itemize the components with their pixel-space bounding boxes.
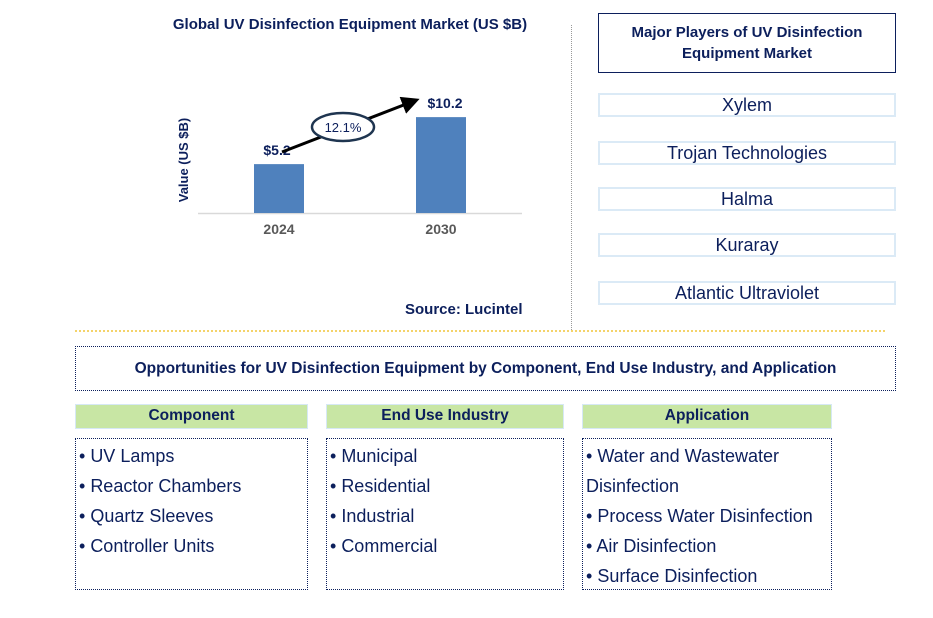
- component-header: Component: [75, 404, 308, 429]
- x-tick-label: 2024: [263, 221, 294, 237]
- list-item: • Commercial: [330, 536, 438, 556]
- cagr-ellipse: [310, 111, 376, 143]
- horizontal-divider: [75, 330, 885, 332]
- list-item: • Residential: [330, 476, 431, 496]
- source-label: Source: Lucintel: [405, 301, 523, 318]
- player-item: Xylem: [598, 93, 896, 117]
- data-label: $5.2: [263, 142, 290, 158]
- x-tick-label: 2030: [425, 221, 456, 237]
- player-item: Kuraray: [598, 233, 896, 257]
- data-label: $10.2: [427, 95, 462, 111]
- list-item: • Process Water Disinfection: [586, 506, 813, 526]
- player-item: Atlantic Ultraviolet: [598, 281, 896, 305]
- player-item: Trojan Technologies: [598, 141, 896, 165]
- end-use-header: End Use Industry: [326, 404, 564, 429]
- bar-2024: [254, 164, 304, 213]
- list-item: • Water and Wastewater Disinfection: [586, 446, 780, 496]
- opportunities-title: Opportunities for UV Disinfection Equipm…: [75, 346, 896, 391]
- application-header: Application: [582, 404, 832, 429]
- vertical-divider: [571, 25, 572, 330]
- end-use-list: • Municipal • Residential • Industrial •…: [326, 438, 564, 590]
- bar-chart: Value (US $B) $5.2 2024 $10.2 2030 12.1%: [176, 95, 522, 237]
- cagr-label: 12.1%: [325, 120, 362, 135]
- major-players-title: Major Players of UV Disinfection Equipme…: [598, 13, 896, 73]
- chart-title: Global UV Disinfection Equipment Market …: [172, 16, 528, 33]
- list-item: • Surface Disinfection: [586, 566, 758, 586]
- y-axis-label: Value (US $B): [176, 118, 191, 203]
- list-item: • Quartz Sleeves: [79, 506, 214, 526]
- list-item: • Municipal: [330, 446, 418, 466]
- application-list: • Water and Wastewater Disinfection • Pr…: [582, 438, 832, 590]
- list-item: • Controller Units: [79, 536, 215, 556]
- player-item: Halma: [598, 187, 896, 211]
- list-item: • UV Lamps: [79, 446, 175, 466]
- list-item: • Industrial: [330, 506, 415, 526]
- component-list: • UV Lamps • Reactor Chambers • Quartz S…: [75, 438, 308, 590]
- list-item: • Air Disinfection: [586, 536, 717, 556]
- bar-2030: [416, 117, 466, 213]
- list-item: • Reactor Chambers: [79, 476, 242, 496]
